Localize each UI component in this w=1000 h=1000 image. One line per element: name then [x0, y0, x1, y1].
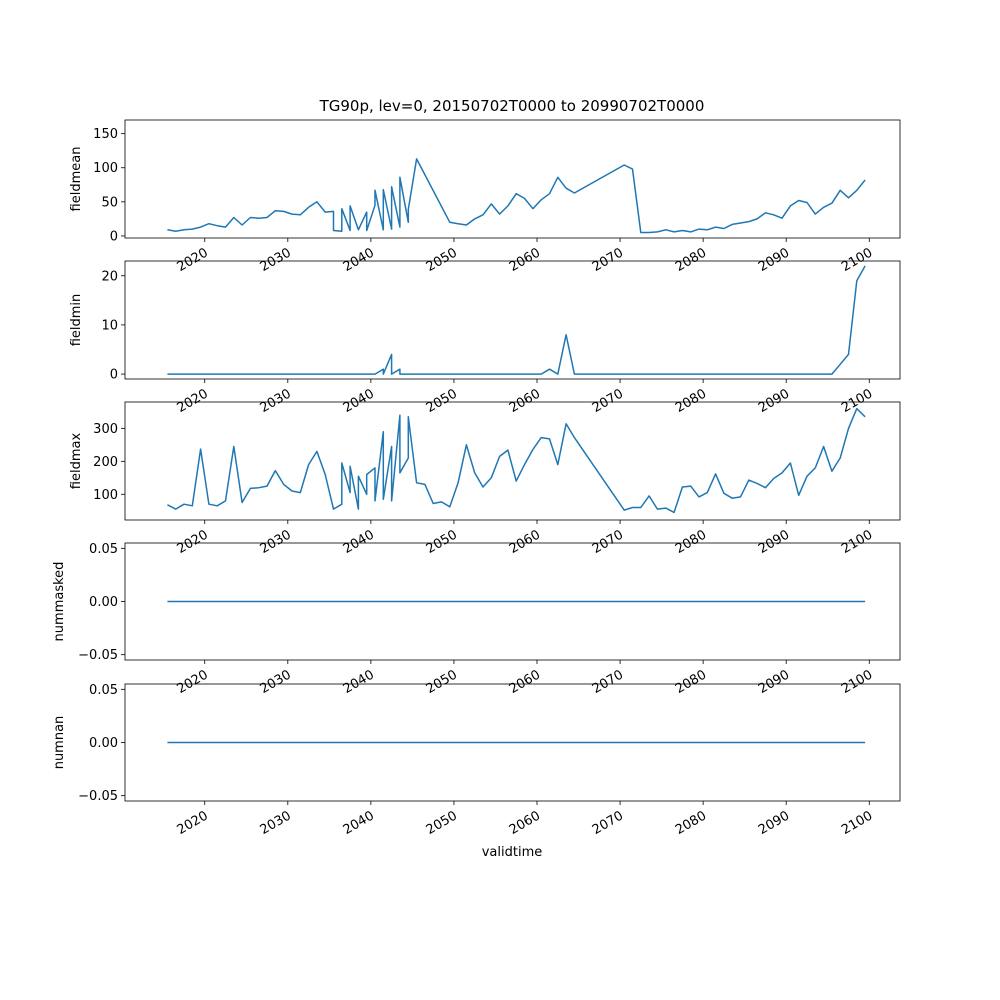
x-tick-label: 2040 [341, 808, 377, 838]
y-axis-label: fieldmax [69, 433, 84, 490]
x-tick-label: 2030 [258, 245, 294, 275]
x-tick-label: 2080 [673, 667, 709, 697]
x-tick-label: 2080 [673, 527, 709, 557]
x-tick-label: 2060 [507, 527, 543, 557]
x-tick-label: 2050 [424, 527, 460, 557]
x-tick-label: 2090 [756, 808, 792, 838]
x-tick-label: 2020 [175, 386, 211, 416]
y-axis-label: numnan [52, 716, 67, 770]
x-tick-label: 2100 [839, 527, 875, 557]
x-tick-label: 2080 [673, 245, 709, 275]
y-tick-label: 0.00 [89, 595, 118, 610]
x-tick-label: 2050 [424, 808, 460, 838]
x-tick-label: 2080 [673, 386, 709, 416]
x-axis-label: validtime [482, 845, 543, 860]
x-tick-label: 2030 [258, 808, 294, 838]
x-tick-label: 2090 [756, 386, 792, 416]
axes-frame [124, 260, 901, 380]
panel-numnan: 2020 2030 2040 2050 2060 2070 2080 2090 2100 −0.0… [52, 683, 901, 838]
y-tick-label: 0 [110, 229, 118, 244]
axes-frame [124, 683, 901, 802]
x-tick-label: 2050 [424, 667, 460, 697]
y-axis-label: fieldmin [69, 294, 84, 347]
series-line-fieldmin [167, 265, 866, 375]
x-tick-label: 2060 [507, 386, 543, 416]
y-tick-label: 50 [101, 195, 118, 210]
x-tick-label: 2090 [756, 667, 792, 697]
x-tick-label: 2020 [175, 245, 211, 275]
y-tick-label: 0 [110, 368, 118, 383]
x-tick-label: 2090 [756, 527, 792, 557]
x-tick-label: 2020 [175, 527, 211, 557]
x-tick-label: 2070 [590, 667, 626, 697]
x-tick-label: 2030 [258, 386, 294, 416]
y-tick-label: 0.05 [89, 683, 118, 698]
y-tick-label: −0.05 [78, 648, 118, 663]
x-tick-label: 2040 [341, 245, 377, 275]
y-tick-label: 100 [93, 488, 118, 503]
x-tick-label: 2100 [839, 245, 875, 275]
x-tick-label: 2030 [258, 667, 294, 697]
series-line-fieldmax [167, 407, 866, 514]
y-tick-label: 200 [93, 455, 118, 470]
panel-fieldmean: 2020 2030 2040 2050 2060 2070 2080 2090 2100 0 50 1… [69, 119, 901, 275]
x-tick-label: 2080 [673, 808, 709, 838]
x-tick-label: 2100 [839, 386, 875, 416]
x-tick-label: 2070 [590, 527, 626, 557]
y-tick-label: 0.05 [89, 542, 118, 557]
x-tick-label: 2100 [839, 808, 875, 838]
axes-frame [124, 401, 901, 521]
y-tick-label: 0.00 [89, 736, 118, 751]
x-tick-label: 2040 [341, 527, 377, 557]
x-tick-label: 2050 [424, 386, 460, 416]
chart-title: TG90p, lev=0, 20150702T0000 to 20990702T… [319, 97, 705, 115]
y-tick-label: 100 [93, 161, 118, 176]
y-axis-label: nummasked [52, 562, 67, 642]
x-tick-label: 2070 [590, 386, 626, 416]
x-tick-label: 2050 [424, 245, 460, 275]
y-tick-label: 20 [101, 269, 118, 284]
y-tick-label: 10 [101, 318, 118, 333]
series-line-fieldmean [167, 158, 866, 234]
panel-fieldmax: 2020 2030 2040 2050 2060 2070 2080 2090 2100 100 2… [69, 401, 901, 557]
x-tick-label: 2060 [507, 245, 543, 275]
x-tick-label: 2020 [175, 808, 211, 838]
x-tick-label: 2030 [258, 527, 294, 557]
x-tick-label: 2090 [756, 245, 792, 275]
y-axis-label: fieldmean [69, 147, 84, 212]
y-tick-label: −0.05 [78, 789, 118, 804]
y-tick-label: 300 [93, 422, 118, 437]
panels: 2020 2030 2040 2050 2060 2070 2080 2090 2100 0 50 1… [52, 119, 901, 838]
y-tick-label: 150 [93, 127, 118, 142]
x-tick-label: 2020 [175, 667, 211, 697]
x-tick-label: 2060 [507, 667, 543, 697]
x-tick-label: 2040 [341, 667, 377, 697]
x-tick-label: 2060 [507, 808, 543, 838]
panel-fieldmin: 2020 2030 2040 2050 2060 2070 2080 2090 2100 0 10 2… [69, 260, 901, 416]
axes-frame [124, 119, 901, 239]
x-tick-label: 2100 [839, 667, 875, 697]
axes-frame [124, 542, 901, 661]
panel-nummasked: 2020 2030 2040 2050 2060 2070 2080 2090 2100 −0.0… [52, 542, 901, 697]
x-tick-label: 2070 [590, 245, 626, 275]
x-tick-label: 2070 [590, 808, 626, 838]
x-tick-label: 2040 [341, 386, 377, 416]
